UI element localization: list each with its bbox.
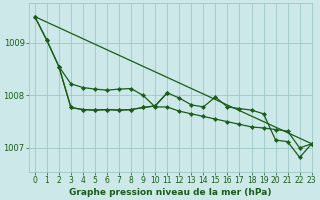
- X-axis label: Graphe pression niveau de la mer (hPa): Graphe pression niveau de la mer (hPa): [69, 188, 271, 197]
